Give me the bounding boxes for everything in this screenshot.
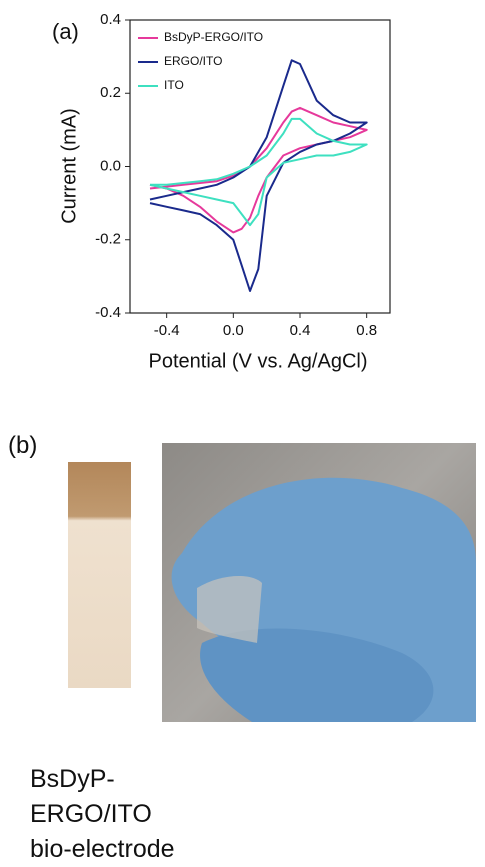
glove-photo — [162, 443, 476, 722]
electrode — [197, 576, 262, 643]
y-tick-label: -0.4 — [95, 304, 121, 321]
panel-label: (a) — [52, 19, 79, 44]
y-axis-label: Current (mA) — [58, 108, 80, 224]
cv-curve — [149, 106, 368, 234]
legend-label: ERGO/ITO — [164, 54, 222, 68]
caption: BsDyP- ERGO/ITO bio-electrode — [30, 762, 175, 867]
x-axis-label: Potential (V vs. Ag/AgCl) — [149, 350, 368, 372]
y-tick-label: 0.2 — [100, 84, 121, 101]
x-tick-label: 0.4 — [290, 322, 311, 339]
legend-label: BsDyP-ERGO/ITO — [164, 30, 263, 44]
x-tick-label: 0.8 — [356, 322, 377, 339]
glove-thumb — [200, 628, 434, 722]
chart: Potential (V vs. Ag/AgCl) Current (mA) (… — [52, 11, 391, 372]
x-tick-label: 0.0 — [223, 322, 244, 339]
cv-curve — [149, 117, 368, 227]
cv-curve — [149, 59, 368, 292]
y-tick-label: -0.2 — [95, 231, 121, 248]
glove-illustration — [171, 477, 476, 722]
caption-line: ERGO/ITO — [30, 800, 152, 828]
x-tick-label: -0.4 — [154, 322, 180, 339]
legend-label: ITO — [164, 78, 184, 92]
panel-label: (b) — [8, 432, 38, 459]
caption-line: bio-electrode — [30, 835, 175, 863]
y-tick-label: 0.4 — [100, 11, 121, 28]
electrode-photo — [68, 462, 131, 688]
y-tick-label: 0.0 — [100, 157, 121, 174]
caption-line: BsDyP- — [30, 765, 115, 793]
